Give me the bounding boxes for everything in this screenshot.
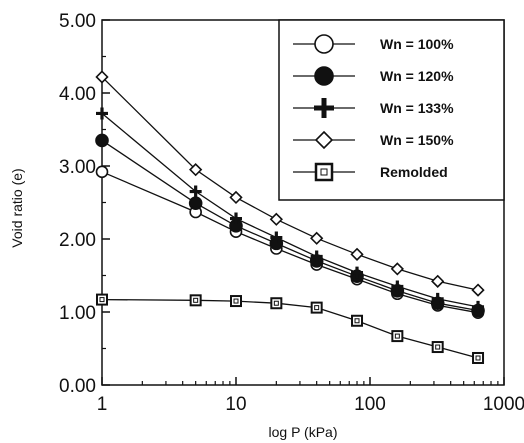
marker-shape	[314, 130, 334, 150]
marker-shape	[431, 341, 444, 354]
marker-shape	[390, 262, 404, 276]
marker-shape	[269, 212, 283, 226]
marker-shape	[230, 295, 242, 308]
marker-shape	[229, 190, 243, 205]
data-point	[95, 165, 109, 179]
data-point	[431, 341, 444, 354]
data-point	[350, 247, 364, 261]
marker-shape	[350, 247, 364, 261]
data-point	[230, 295, 242, 308]
data-point	[351, 266, 364, 279]
data-point	[230, 212, 242, 225]
legend-label: Remolded	[380, 164, 448, 180]
marker-shape	[189, 294, 202, 307]
data-point	[189, 294, 202, 307]
data-point	[95, 70, 109, 84]
y-tick-label: 0.00	[59, 376, 96, 397]
y-axis-title: Void ratio (e)	[9, 168, 25, 247]
series-line-5	[101, 298, 479, 359]
y-tick-label: 3.00	[59, 157, 96, 178]
marker-shape	[96, 293, 108, 306]
data-point	[391, 280, 404, 293]
data-point	[270, 297, 283, 310]
marker-inner	[193, 297, 199, 303]
marker-shape	[431, 274, 445, 288]
data-point	[96, 107, 108, 120]
marker-shape	[310, 250, 323, 263]
y-tick-label: 5.00	[59, 11, 96, 32]
marker-shape	[472, 351, 485, 364]
legend-marker	[314, 34, 334, 54]
x-tick-label: 10	[225, 394, 246, 415]
data-point	[310, 250, 323, 263]
data-point	[390, 262, 404, 276]
marker-shape	[95, 165, 109, 179]
marker-shape	[310, 231, 324, 245]
marker-shape	[189, 163, 203, 177]
x-tick-label: 1	[97, 394, 108, 415]
legend-marker	[314, 130, 334, 150]
marker-shape	[95, 70, 109, 84]
data-point	[188, 196, 203, 211]
legend-label: Wn = 150%	[380, 132, 454, 148]
data-point	[472, 300, 485, 313]
marker-shape	[96, 107, 108, 120]
marker-shape	[314, 34, 334, 54]
legend-marker	[314, 162, 334, 182]
marker-shape	[391, 280, 404, 293]
y-tick-label: 4.00	[59, 84, 96, 105]
marker-shape	[95, 133, 109, 148]
data-point	[471, 283, 485, 297]
marker-shape	[431, 292, 444, 305]
data-point	[431, 274, 445, 288]
marker-shape	[314, 98, 334, 118]
marker-shape	[310, 301, 323, 314]
data-point	[96, 293, 108, 306]
data-point	[472, 351, 485, 364]
marker-inner	[273, 300, 279, 306]
marker-inner	[354, 318, 360, 324]
marker-shape	[230, 212, 242, 225]
data-point	[269, 212, 283, 226]
data-point	[189, 185, 202, 198]
data-point	[431, 292, 444, 305]
marker-shape	[188, 196, 203, 211]
marker-inner	[314, 305, 320, 311]
x-tick-label: 100	[354, 394, 386, 415]
data-point	[391, 330, 404, 343]
data-point	[229, 190, 243, 205]
marker-shape	[270, 231, 283, 244]
marker-shape	[351, 314, 364, 327]
legend-marker	[314, 66, 334, 86]
data-point	[270, 231, 283, 244]
legend-marker	[314, 98, 334, 118]
legend-label: Wn = 100%	[380, 36, 454, 52]
marker-inner	[99, 297, 105, 303]
y-tick-label: 1.00	[59, 303, 96, 324]
data-point	[310, 301, 323, 314]
marker-shape	[314, 162, 334, 182]
x-axis-title: log P (kPa)	[269, 424, 338, 440]
data-point	[310, 231, 324, 245]
marker-inner	[394, 333, 400, 339]
marker-shape	[351, 266, 364, 279]
legend-label: Wn = 120%	[380, 68, 454, 84]
marker-shape	[189, 185, 202, 198]
marker-shape	[270, 297, 283, 310]
marker-shape	[391, 330, 404, 343]
legend-label: Wn = 133%	[380, 100, 454, 116]
marker-inner	[475, 355, 481, 361]
data-point	[95, 133, 109, 148]
marker-shape	[314, 66, 334, 86]
marker-shape	[471, 283, 485, 297]
marker-inner	[435, 344, 441, 350]
marker-inner	[233, 298, 239, 304]
y-tick-label: 2.00	[59, 230, 96, 251]
marker-inner	[320, 168, 328, 176]
data-point	[351, 314, 364, 327]
data-point	[189, 163, 203, 177]
x-tick-label: 1000	[483, 394, 524, 415]
marker-shape	[472, 300, 485, 313]
